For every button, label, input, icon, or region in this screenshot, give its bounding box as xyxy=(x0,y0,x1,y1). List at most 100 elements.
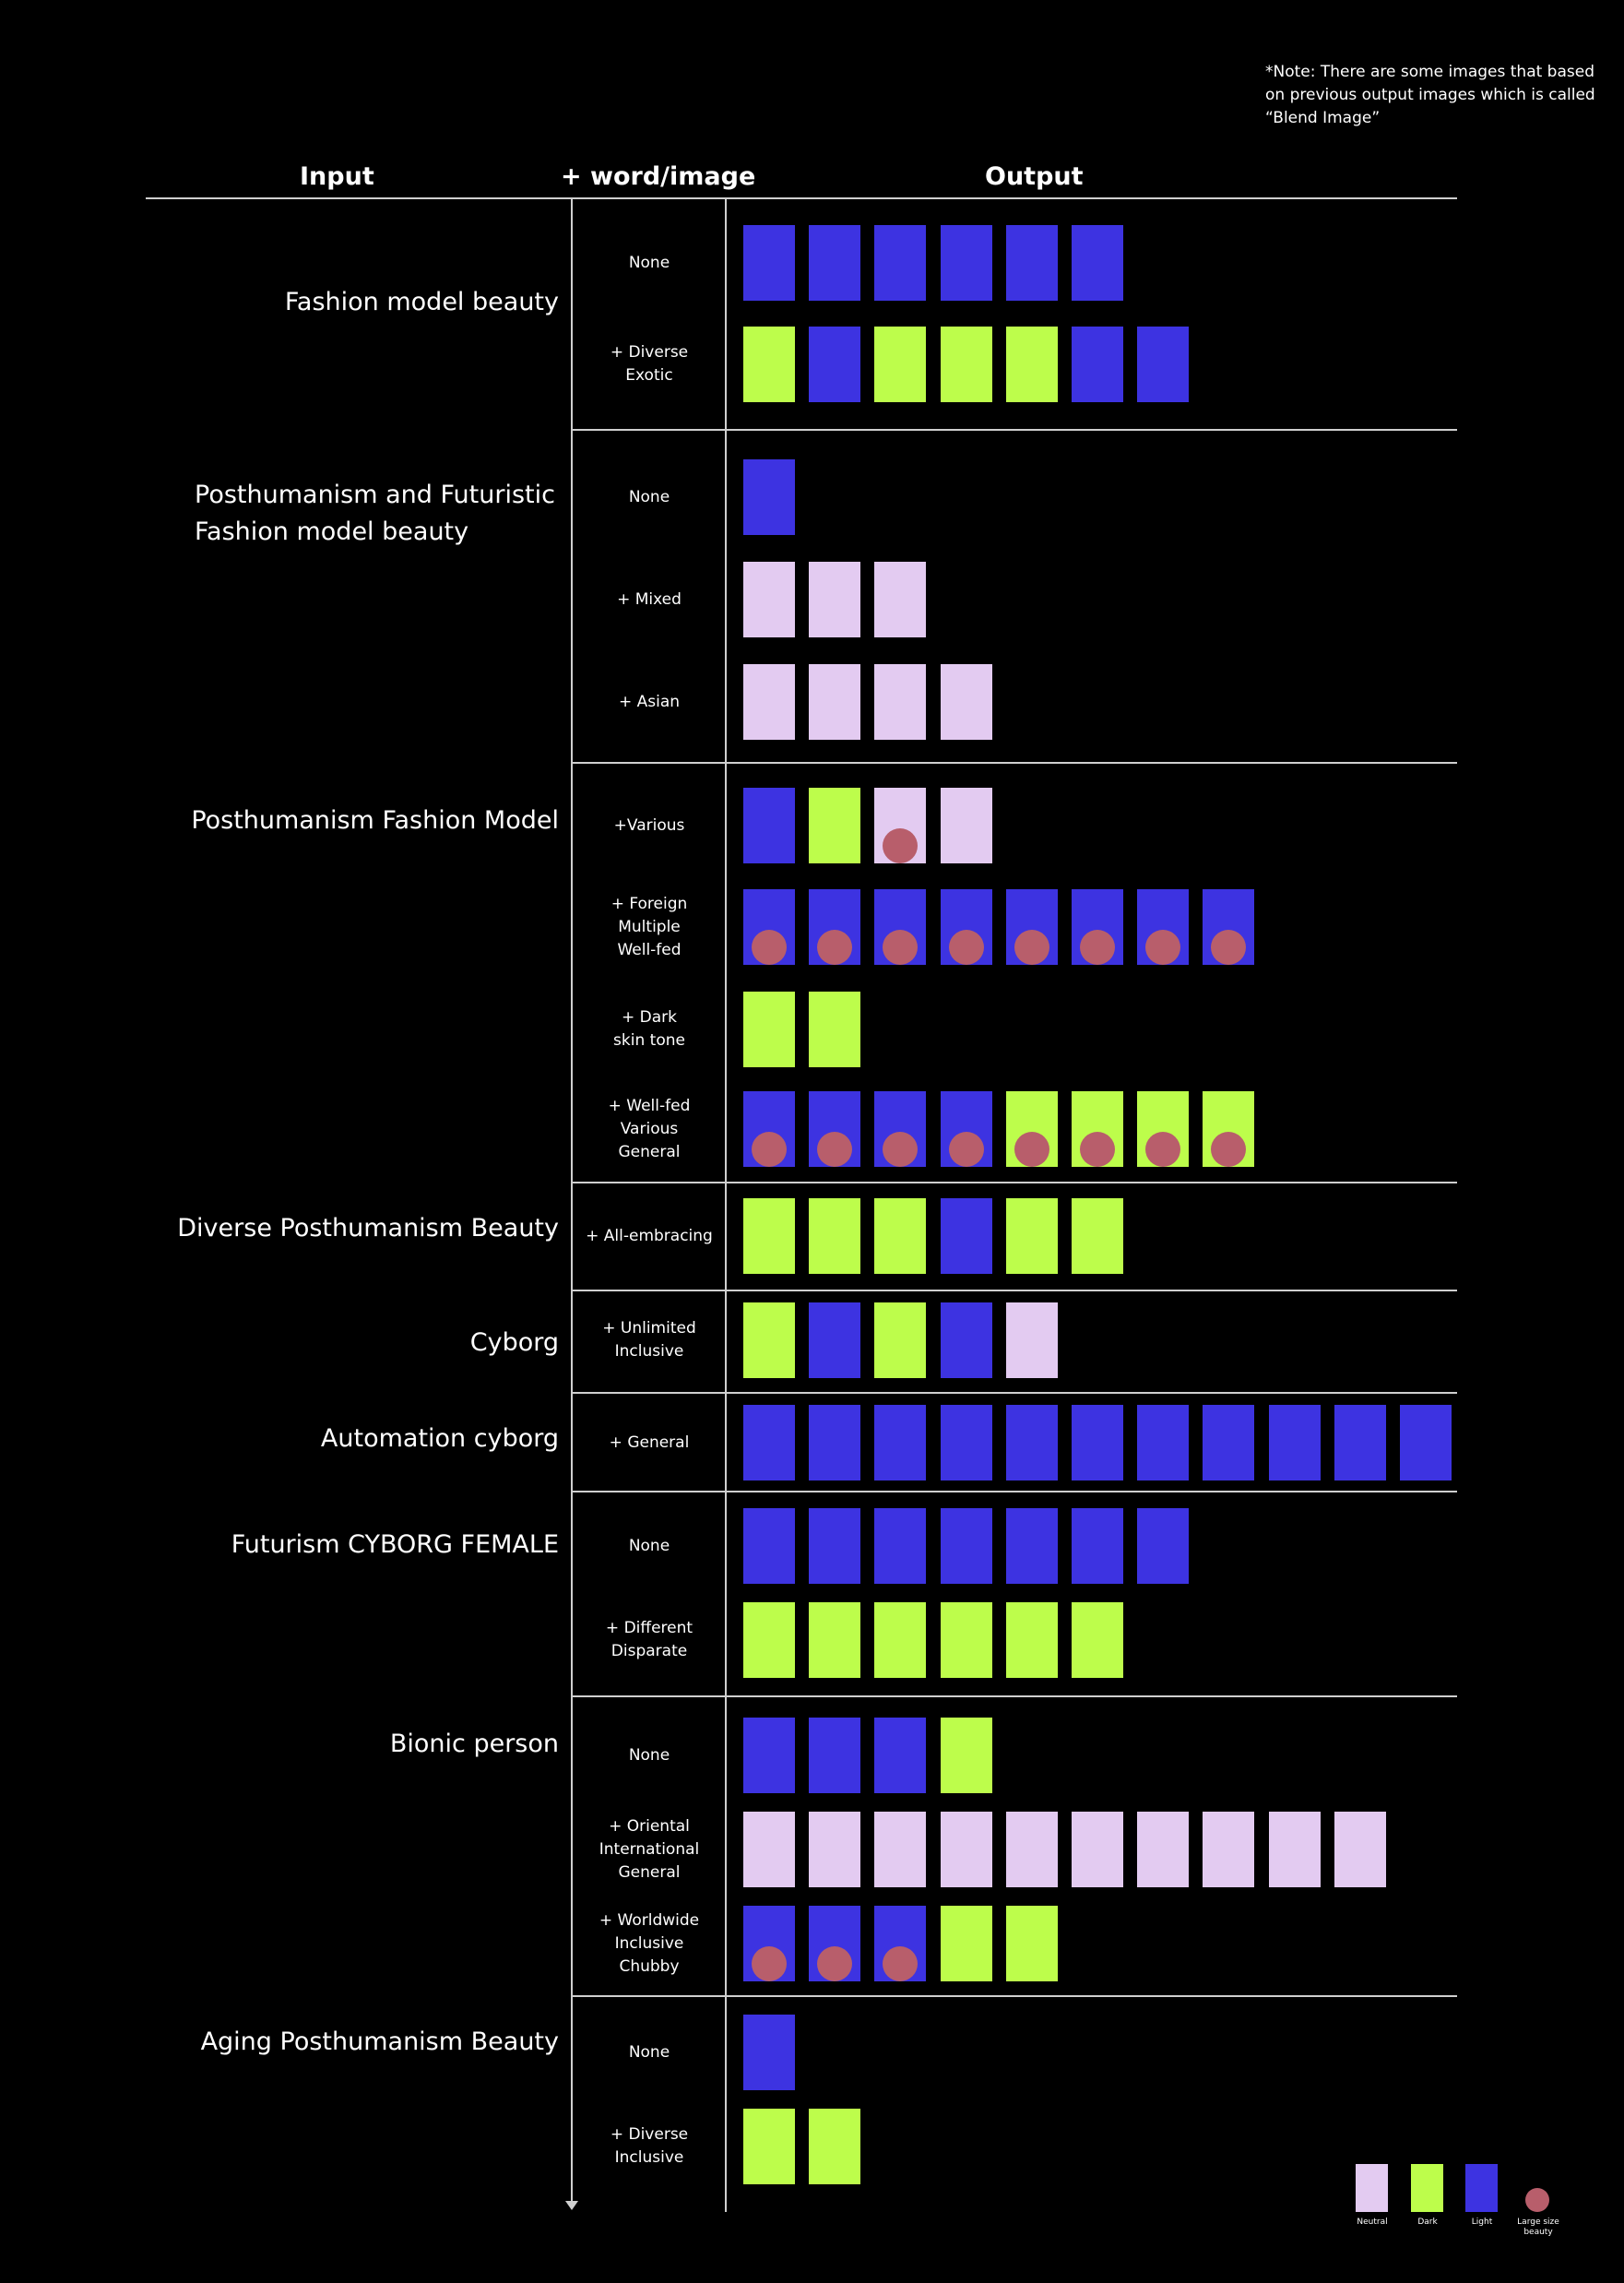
output-swatch xyxy=(1137,327,1189,402)
legend-label: Dark xyxy=(1417,2218,1438,2227)
output-swatch xyxy=(1072,1508,1123,1584)
group-divider xyxy=(571,1695,1457,1697)
output-swatch xyxy=(743,788,795,863)
output-swatch xyxy=(874,225,926,301)
output-swatch xyxy=(941,1302,992,1378)
output-swatch xyxy=(809,1405,860,1480)
output-swatch xyxy=(1137,1508,1189,1584)
large-size-marker xyxy=(752,930,787,965)
group-divider xyxy=(571,429,1457,431)
output-swatch xyxy=(941,1198,992,1274)
output-swatch xyxy=(1006,1602,1058,1678)
large-size-marker xyxy=(883,828,918,863)
output-swatch xyxy=(1203,1405,1254,1480)
large-size-marker xyxy=(1080,1132,1115,1167)
output-swatch xyxy=(809,1508,860,1584)
output-swatch xyxy=(1203,1812,1254,1887)
input-label: Automation cyborg xyxy=(320,1424,559,1453)
output-swatch xyxy=(1400,1405,1452,1480)
output-swatch xyxy=(1006,1405,1058,1480)
input-label: Diverse Posthumanism Beauty xyxy=(177,1214,559,1243)
output-swatch xyxy=(809,1718,860,1793)
output-axis xyxy=(725,197,727,2212)
output-swatch xyxy=(874,562,926,637)
output-swatch xyxy=(743,992,795,1067)
output-swatch xyxy=(1137,1812,1189,1887)
legend-label: Large size beauty xyxy=(1517,2218,1559,2237)
output-swatch xyxy=(1334,1812,1386,1887)
legend-swatch xyxy=(1356,2164,1388,2212)
output-swatch xyxy=(743,1405,795,1480)
large-size-marker xyxy=(1145,1132,1180,1167)
header-input: Input xyxy=(300,162,374,191)
output-swatch xyxy=(874,1405,926,1480)
output-swatch xyxy=(1072,1602,1123,1678)
output-swatch xyxy=(874,327,926,402)
output-swatch xyxy=(941,225,992,301)
output-swatch xyxy=(1006,225,1058,301)
output-swatch xyxy=(1006,1302,1058,1378)
legend-label: Neutral xyxy=(1357,2218,1388,2227)
output-swatch xyxy=(809,1302,860,1378)
output-swatch xyxy=(1006,1198,1058,1274)
modifier-label: + Oriental International General xyxy=(599,1816,700,1882)
output-swatch xyxy=(809,1812,860,1887)
output-swatch xyxy=(1006,1812,1058,1887)
large-size-marker xyxy=(1014,930,1049,965)
output-swatch xyxy=(1006,1508,1058,1584)
modifier-label: None xyxy=(628,1745,670,1765)
modifier-label: + Foreign Multiple Well-fed xyxy=(610,894,688,959)
input-label: Bionic person xyxy=(389,1730,559,1758)
output-swatch xyxy=(874,1302,926,1378)
output-swatch xyxy=(874,664,926,740)
large-size-marker xyxy=(883,930,918,965)
modifier-label: None xyxy=(628,487,670,506)
output-swatch xyxy=(874,1602,926,1678)
modifier-axis xyxy=(571,197,573,2208)
input-label: Aging Posthumanism Beauty xyxy=(200,2027,559,2056)
output-swatch xyxy=(743,1508,795,1584)
modifier-label: + Mixed xyxy=(617,589,682,609)
large-size-marker xyxy=(817,930,852,965)
modifier-label: + General xyxy=(609,1433,690,1452)
group-divider xyxy=(571,1491,1457,1492)
output-swatch xyxy=(743,562,795,637)
output-swatch xyxy=(809,788,860,863)
output-swatch xyxy=(874,1812,926,1887)
output-swatch xyxy=(941,788,992,863)
input-label: Posthumanism Fashion Model xyxy=(191,806,559,835)
group-divider xyxy=(571,1182,1457,1183)
large-size-marker xyxy=(1211,930,1246,965)
legend-swatch xyxy=(1525,2188,1549,2212)
output-swatch xyxy=(743,2109,795,2184)
modifier-label: + Different Disparate xyxy=(605,1619,693,1660)
output-swatch xyxy=(809,225,860,301)
modifier-label: + Well-fed Various General xyxy=(608,1096,691,1161)
output-swatch xyxy=(1072,1405,1123,1480)
group-divider xyxy=(571,1995,1457,1997)
output-swatch xyxy=(743,2015,795,2090)
large-size-marker xyxy=(1014,1132,1049,1167)
large-size-marker xyxy=(883,1132,918,1167)
large-size-marker xyxy=(949,1132,984,1167)
output-swatch xyxy=(1137,1405,1189,1480)
modifier-label: None xyxy=(628,1536,670,1555)
output-swatch xyxy=(874,1198,926,1274)
large-size-marker xyxy=(752,1132,787,1167)
output-swatch xyxy=(809,562,860,637)
input-label: Cyborg xyxy=(469,1328,559,1357)
modifier-label: + Dark skin tone xyxy=(613,1008,685,1050)
large-size-marker xyxy=(949,930,984,965)
large-size-marker xyxy=(1080,930,1115,965)
output-swatch xyxy=(809,992,860,1067)
group-divider xyxy=(571,762,1457,764)
output-swatch xyxy=(743,459,795,535)
header-modifier: + word/image xyxy=(561,162,756,191)
output-swatch xyxy=(941,1906,992,1981)
output-swatch xyxy=(941,1405,992,1480)
large-size-marker xyxy=(1145,930,1180,965)
large-size-marker xyxy=(1211,1132,1246,1167)
legend-swatch xyxy=(1465,2164,1498,2212)
output-swatch xyxy=(1006,327,1058,402)
output-swatch xyxy=(809,327,860,402)
